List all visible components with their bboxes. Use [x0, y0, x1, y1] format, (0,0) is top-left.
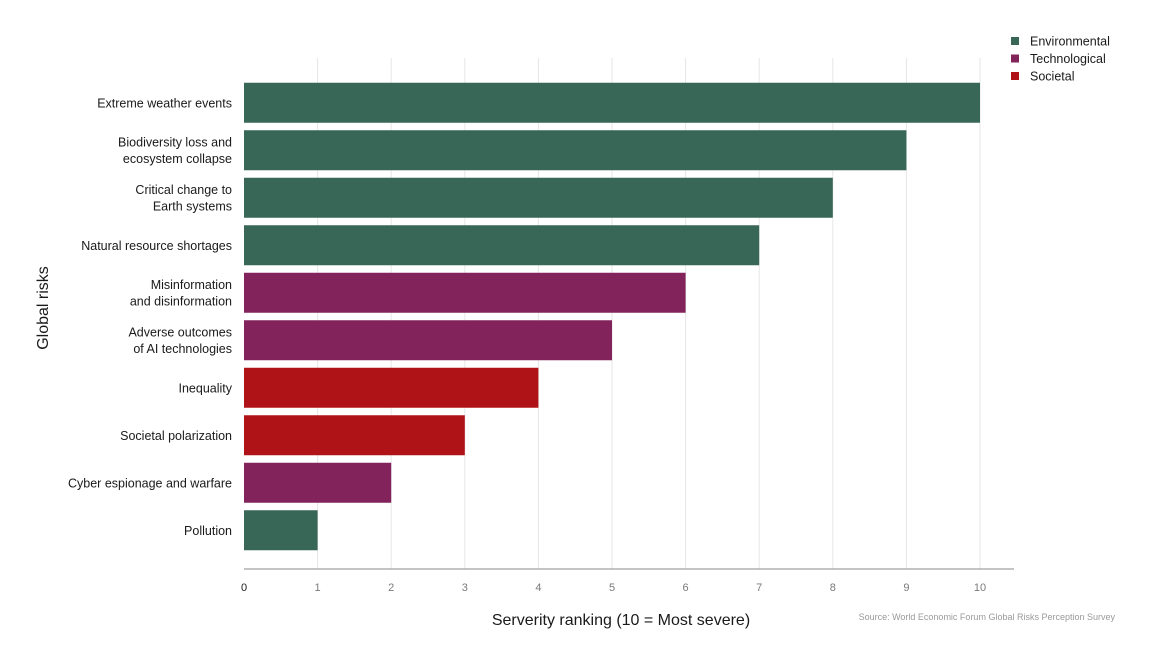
legend: Environmental Technological Societal — [1011, 35, 1110, 84]
legend-swatch — [1011, 37, 1019, 45]
bar — [244, 82, 980, 123]
bar — [244, 510, 318, 551]
x-tick-label: 7 — [756, 582, 762, 594]
x-axis-title: Serverity ranking (10 = Most severe) — [492, 612, 750, 629]
x-tick-label: 5 — [609, 582, 615, 594]
bar — [244, 225, 760, 266]
x-tick-label: 3 — [462, 582, 468, 594]
category-label: Biodiversity loss and ecosystem collapse — [118, 136, 232, 167]
x-tick-label: 9 — [903, 582, 909, 594]
category-label: Critical change to Earth systems — [135, 183, 232, 214]
x-tick-label: 10 — [974, 582, 986, 594]
x-tick-label: 0 — [241, 582, 247, 594]
bar — [244, 415, 465, 456]
bar — [244, 462, 392, 503]
legend-label: Societal — [1030, 70, 1074, 84]
bars — [244, 82, 980, 551]
category-label: Adverse outcomes of AI technologies — [128, 326, 232, 357]
x-tick-label: 6 — [683, 582, 689, 594]
legend-label: Environmental — [1030, 35, 1110, 49]
x-tick-label: 4 — [535, 582, 541, 594]
category-labels: Extreme weather events Biodiversity loss … — [68, 96, 233, 538]
x-tick-label: 2 — [388, 582, 394, 594]
category-label: Cyber espionage and warfare — [68, 476, 232, 490]
legend-swatch — [1011, 54, 1019, 63]
y-axis-title: Global risks — [35, 266, 52, 350]
category-label: Societal polarization — [120, 429, 232, 443]
source-note: Source: World Economic Forum Global Risk… — [859, 612, 1116, 622]
x-axis-ticks: 0 1 2 3 4 5 6 7 8 9 10 — [241, 582, 986, 594]
bar — [244, 367, 539, 408]
bar — [244, 320, 612, 361]
category-label: Misinformation and disinformation — [130, 278, 232, 309]
legend-label: Technological — [1030, 52, 1106, 66]
legend-swatch — [1011, 72, 1019, 80]
bar — [244, 177, 833, 218]
category-label: Natural resource shortages — [81, 239, 232, 253]
bar — [244, 130, 907, 171]
category-label: Pollution — [184, 524, 232, 538]
category-label: Extreme weather events — [97, 96, 232, 110]
x-tick-label: 8 — [830, 582, 836, 594]
category-label: Inequality — [178, 381, 232, 395]
bar — [244, 272, 686, 313]
x-tick-label: 1 — [315, 582, 321, 594]
